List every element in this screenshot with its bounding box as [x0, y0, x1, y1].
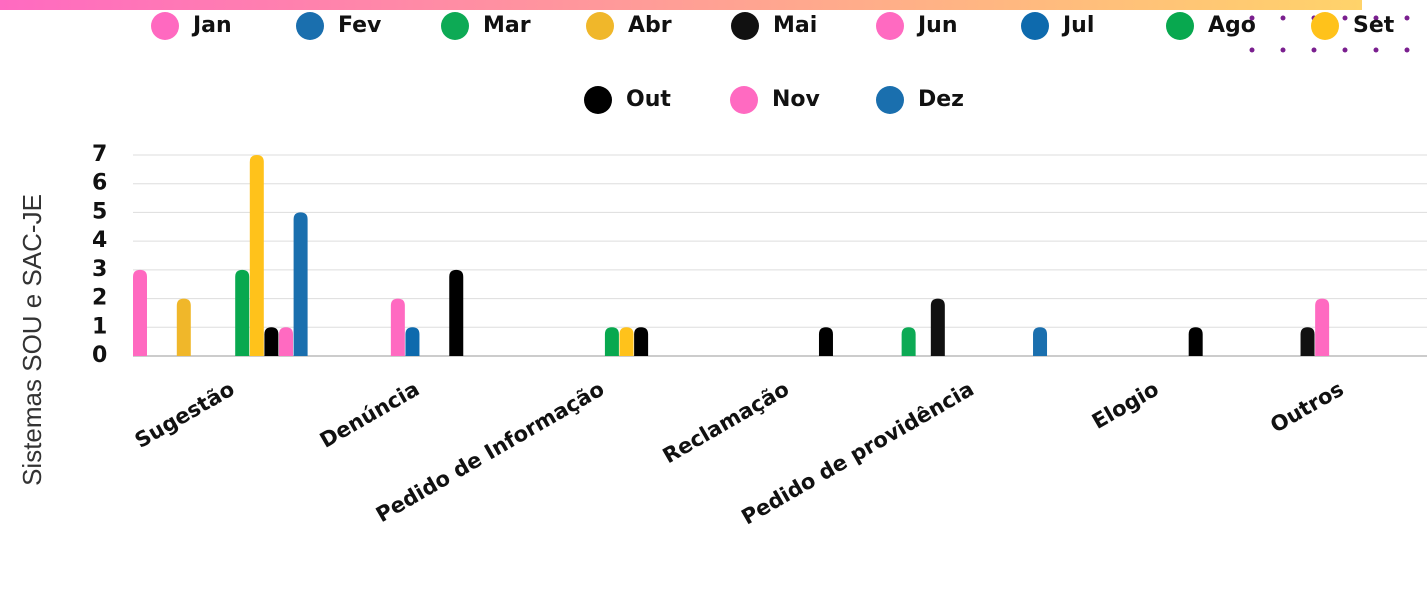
- bar: [818, 327, 833, 356]
- legend-swatch: [584, 86, 612, 114]
- x-tick-label: Sugestão: [131, 377, 239, 453]
- y-axis-label: Sistemas SOU e SAC-JE: [17, 194, 47, 486]
- top-stripe: [0, 0, 1362, 10]
- bar: [133, 269, 147, 356]
- legend-swatch: [151, 12, 179, 40]
- legend-label: Jan: [191, 13, 232, 38]
- legend-swatch: [1166, 12, 1194, 40]
- bar: [249, 155, 264, 356]
- legend-swatch: [441, 12, 469, 40]
- y-tick-label: 6: [92, 171, 107, 196]
- y-tick-label: 4: [92, 228, 107, 253]
- legend-label: Nov: [772, 87, 821, 112]
- legend-label: Jul: [1061, 13, 1094, 38]
- x-tick-label: Outros: [1266, 377, 1347, 438]
- legend-label: Set: [1353, 13, 1395, 38]
- bar: [279, 327, 293, 356]
- x-tick-label: Denúncia: [316, 377, 424, 453]
- legend-swatch: [876, 12, 904, 40]
- dot-decoration: [1249, 15, 1410, 53]
- legend-label: Dez: [918, 87, 964, 112]
- bar: [1315, 298, 1330, 356]
- bar: [930, 298, 945, 356]
- y-tick-label: 3: [92, 257, 107, 282]
- y-tick-label: 1: [92, 314, 107, 339]
- bar: [604, 327, 619, 356]
- legend-label: Out: [626, 87, 671, 112]
- legend-swatch: [586, 12, 614, 40]
- legend-label: Abr: [628, 13, 672, 38]
- legend-swatch: [730, 86, 758, 114]
- legend-swatch: [1021, 12, 1049, 40]
- bar: [390, 298, 405, 356]
- legend-swatch: [731, 12, 759, 40]
- legend-label: Ago: [1208, 13, 1256, 38]
- x-tick-label: Reclamação: [659, 377, 793, 468]
- legend-label: Jun: [916, 13, 958, 38]
- legend-label: Mai: [773, 13, 817, 38]
- legend-label: Mar: [483, 13, 531, 38]
- x-tick-label: Elogio: [1088, 377, 1163, 434]
- bar: [293, 212, 308, 356]
- bar: [264, 327, 279, 356]
- bar: [634, 327, 649, 356]
- legend-label: Fev: [338, 13, 382, 38]
- bar: [901, 327, 916, 356]
- bar: [1300, 327, 1315, 356]
- legend-swatch: [1311, 12, 1339, 40]
- y-tick-label: 5: [92, 199, 107, 224]
- bar: [449, 269, 464, 356]
- bar: [176, 298, 191, 356]
- legend-swatch: [876, 86, 904, 114]
- bar: [235, 269, 250, 356]
- legend-swatch: [296, 12, 324, 40]
- bar: [1033, 327, 1048, 356]
- y-tick-label: 7: [92, 142, 107, 167]
- bar: [619, 327, 634, 356]
- y-tick-label: 2: [92, 286, 107, 311]
- y-tick-label: 0: [92, 343, 107, 368]
- bar: [1188, 327, 1203, 356]
- bar: [405, 327, 420, 356]
